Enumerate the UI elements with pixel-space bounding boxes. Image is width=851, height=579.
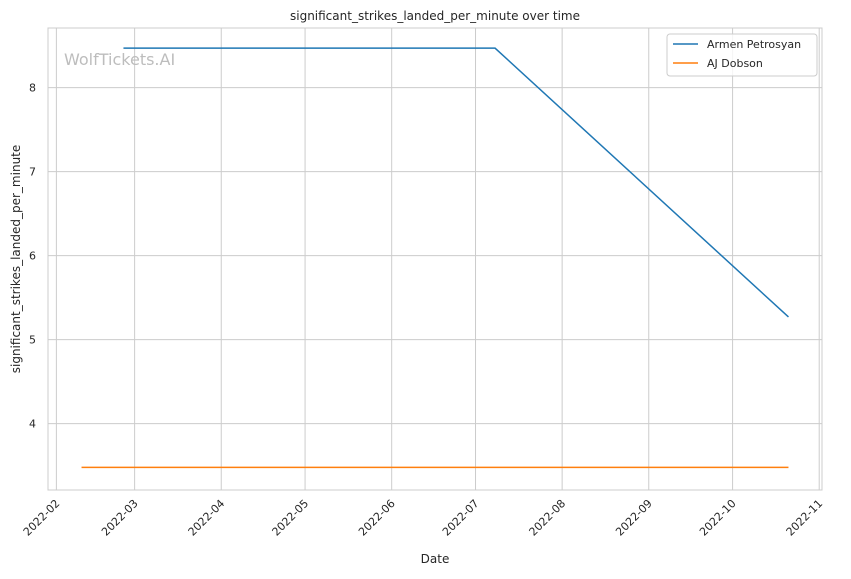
y-tick-label: 7	[29, 166, 36, 179]
x-tick-label: 2022-08	[527, 497, 569, 539]
legend-box	[666, 33, 818, 77]
x-tick-label: 2022-09	[613, 497, 655, 539]
legend-label-armen: Armen Petrosyan	[707, 38, 801, 51]
grid	[48, 28, 822, 490]
x-tick-label: 2022-10	[697, 497, 739, 539]
legend: Armen Petrosyan AJ Dobson	[666, 33, 818, 77]
x-tick-label: 2022-11	[784, 497, 826, 539]
series-line-0	[123, 47, 789, 318]
x-tick-label: 2022-03	[99, 497, 141, 539]
plot-frame	[47, 27, 823, 491]
y-tick-label: 4	[29, 418, 36, 431]
y-tick-label: 6	[29, 250, 36, 263]
y-tick-label: 5	[29, 334, 36, 347]
legend-label-aj: AJ Dobson	[707, 57, 763, 70]
tick-labels: 2022-02 2022-03 2022-04 2022-05 2022-06 2022-…	[21, 82, 826, 539]
x-tick-label: 2022-07	[440, 497, 482, 539]
x-tick-label: 2022-06	[356, 497, 398, 539]
x-tick-label: 2022-02	[21, 497, 63, 539]
y-axis-label: significant_strikes_landed_per_minute	[9, 145, 23, 374]
x-tick-label: 2022-05	[269, 497, 311, 539]
chart-title: significant_strikes_landed_per_minute ov…	[290, 9, 580, 23]
y-tick-label: 8	[29, 82, 36, 95]
x-axis-label: Date	[421, 552, 450, 566]
series-group	[81, 47, 789, 469]
watermark: WolfTickets.AI	[64, 50, 175, 69]
x-tick-label: 2022-04	[186, 497, 228, 539]
